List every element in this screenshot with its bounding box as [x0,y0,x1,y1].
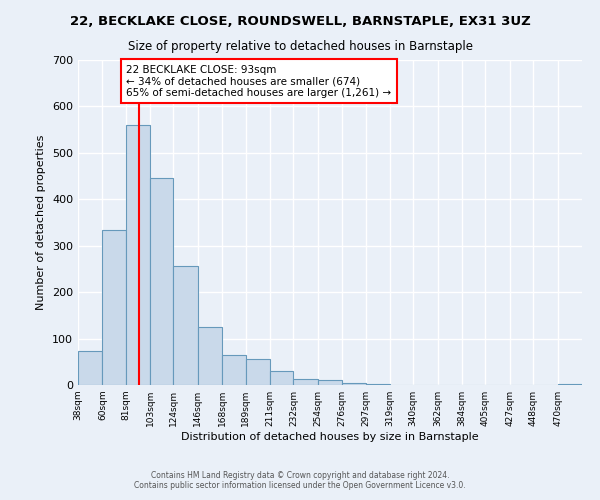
Bar [365,384,390,385]
Text: Size of property relative to detached houses in Barnstaple: Size of property relative to detached ho… [128,40,473,53]
Bar [318,380,342,385]
Text: 22 BECKLAKE CLOSE: 93sqm
← 34% of detached houses are smaller (674)
65% of semi-: 22 BECKLAKE CLOSE: 93sqm ← 34% of detach… [126,64,391,98]
Text: Contains HM Land Registry data © Crown copyright and database right 2024.
Contai: Contains HM Land Registry data © Crown c… [134,470,466,490]
Bar [245,360,270,385]
Bar [150,178,173,385]
Bar [557,384,582,385]
Text: 22, BECKLAKE CLOSE, ROUNDSWELL, BARNSTAPLE, EX31 3UZ: 22, BECKLAKE CLOSE, ROUNDSWELL, BARNSTAP… [70,15,530,28]
Bar [103,230,126,385]
Bar [342,382,365,385]
Bar [126,125,150,385]
Bar [270,371,293,385]
Bar [223,355,245,385]
Bar [173,266,198,385]
X-axis label: Distribution of detached houses by size in Barnstaple: Distribution of detached houses by size … [181,432,479,442]
Bar [198,326,223,385]
Bar [293,378,318,385]
Bar [78,350,103,385]
Y-axis label: Number of detached properties: Number of detached properties [37,135,46,310]
